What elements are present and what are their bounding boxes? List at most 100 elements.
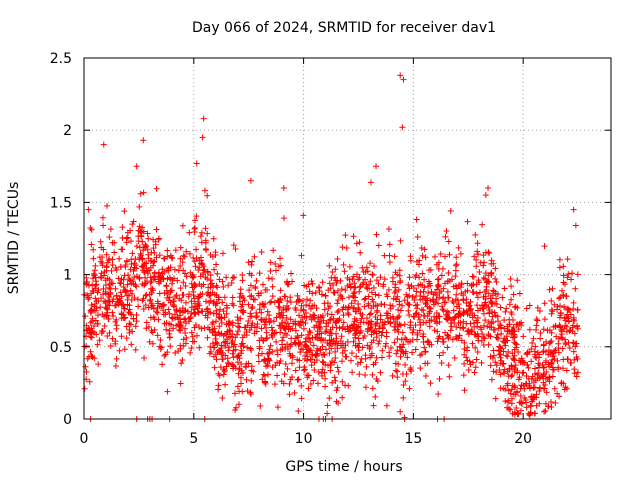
- data-point-marker: [122, 263, 129, 270]
- data-point-marker: [296, 357, 303, 364]
- data-point-marker: [356, 288, 363, 295]
- data-point-marker: [422, 349, 429, 356]
- data-point-marker: [196, 264, 203, 271]
- data-point-marker: [444, 331, 451, 338]
- data-point-marker: [239, 308, 246, 315]
- data-point-marker: [278, 378, 285, 385]
- data-point-marker: [339, 358, 346, 365]
- data-point-marker: [195, 309, 202, 316]
- data-point-marker: [541, 243, 548, 250]
- data-point-marker: [562, 340, 569, 347]
- data-point-marker: [339, 394, 346, 401]
- data-point-marker: [205, 284, 212, 291]
- data-point-marker: [120, 276, 127, 283]
- data-point-marker: [552, 400, 559, 407]
- data-point-marker: [168, 321, 175, 328]
- data-point-marker: [322, 346, 329, 353]
- data-point-marker: [123, 323, 130, 330]
- data-point-marker: [181, 253, 188, 260]
- data-point-marker: [427, 297, 434, 304]
- data-point-marker: [87, 307, 94, 314]
- data-point-marker: [548, 329, 555, 336]
- data-point-marker: [542, 407, 549, 414]
- data-point-marker: [198, 229, 205, 236]
- data-point-marker: [264, 308, 271, 315]
- data-point-marker: [502, 398, 509, 405]
- data-point-marker: [132, 255, 139, 262]
- data-point-marker: [326, 303, 333, 310]
- data-point-marker: [145, 235, 152, 242]
- data-point-marker: [396, 343, 403, 350]
- data-point-marker: [331, 374, 338, 381]
- data-point-marker: [426, 323, 433, 330]
- data-point-marker: [311, 359, 318, 366]
- data-point-marker: [507, 275, 514, 282]
- data-point-marker: [386, 353, 393, 360]
- data-point-marker: [381, 301, 388, 308]
- data-point-marker: [450, 307, 457, 314]
- data-point-marker: [485, 290, 492, 297]
- data-point-marker: [103, 251, 110, 258]
- data-point-marker: [540, 379, 547, 386]
- data-point-marker: [531, 384, 538, 391]
- data-point-marker: [517, 392, 524, 399]
- data-point-marker: [513, 321, 520, 328]
- data-point-marker: [345, 325, 352, 332]
- data-point-marker: [280, 334, 287, 341]
- data-point-marker: [173, 306, 180, 313]
- data-point-marker: [472, 231, 479, 238]
- data-point-marker: [348, 322, 355, 329]
- data-point-marker: [413, 310, 420, 317]
- data-point-marker: [132, 323, 139, 330]
- data-point-marker: [283, 323, 290, 330]
- data-point-marker: [310, 342, 317, 349]
- data-point-marker: [459, 324, 466, 331]
- data-point-marker: [396, 313, 403, 320]
- data-point-marker: [161, 255, 168, 262]
- data-point-marker: [182, 320, 189, 327]
- data-point-marker: [439, 265, 446, 272]
- data-point-marker: [455, 313, 462, 320]
- data-point-marker: [504, 353, 511, 360]
- data-point-marker: [151, 326, 158, 333]
- data-point-marker: [492, 359, 499, 366]
- data-point-marker: [521, 385, 528, 392]
- data-point-marker: [248, 377, 255, 384]
- data-point-marker: [203, 306, 210, 313]
- data-point-marker: [171, 303, 178, 310]
- data-point-marker: [284, 365, 291, 372]
- data-point-marker: [121, 305, 128, 312]
- data-point-marker: [359, 344, 366, 351]
- data-point-marker: [555, 340, 562, 347]
- data-point-marker: [250, 296, 257, 303]
- data-point-marker: [342, 353, 349, 360]
- data-point-marker: [333, 318, 340, 325]
- data-point-marker: [145, 323, 152, 330]
- data-point-marker: [319, 358, 326, 365]
- data-point-marker: [444, 344, 451, 351]
- data-point-marker: [253, 277, 260, 284]
- data-point-marker: [200, 269, 207, 276]
- data-point-marker: [277, 255, 284, 262]
- data-point-marker: [397, 322, 404, 329]
- data-point-marker: [416, 327, 423, 334]
- data-point-marker: [82, 313, 89, 320]
- data-point-marker: [267, 259, 274, 266]
- data-point-marker: [510, 356, 517, 363]
- data-point-marker: [234, 383, 241, 390]
- data-point-marker: [360, 319, 367, 326]
- data-point-marker: [272, 362, 279, 369]
- data-point-marker: [327, 367, 334, 374]
- data-point-marker: [503, 305, 510, 312]
- data-point-marker: [311, 324, 318, 331]
- data-point-marker: [350, 290, 357, 297]
- data-point-marker: [393, 350, 400, 357]
- data-point-marker: [397, 237, 404, 244]
- data-point-marker: [324, 300, 331, 307]
- data-point-marker: [230, 362, 237, 369]
- data-point-marker: [351, 297, 358, 304]
- data-point-marker: [385, 225, 392, 232]
- data-point-marker: [481, 288, 488, 295]
- data-point-marker: [103, 312, 110, 319]
- data-point-marker: [237, 286, 244, 293]
